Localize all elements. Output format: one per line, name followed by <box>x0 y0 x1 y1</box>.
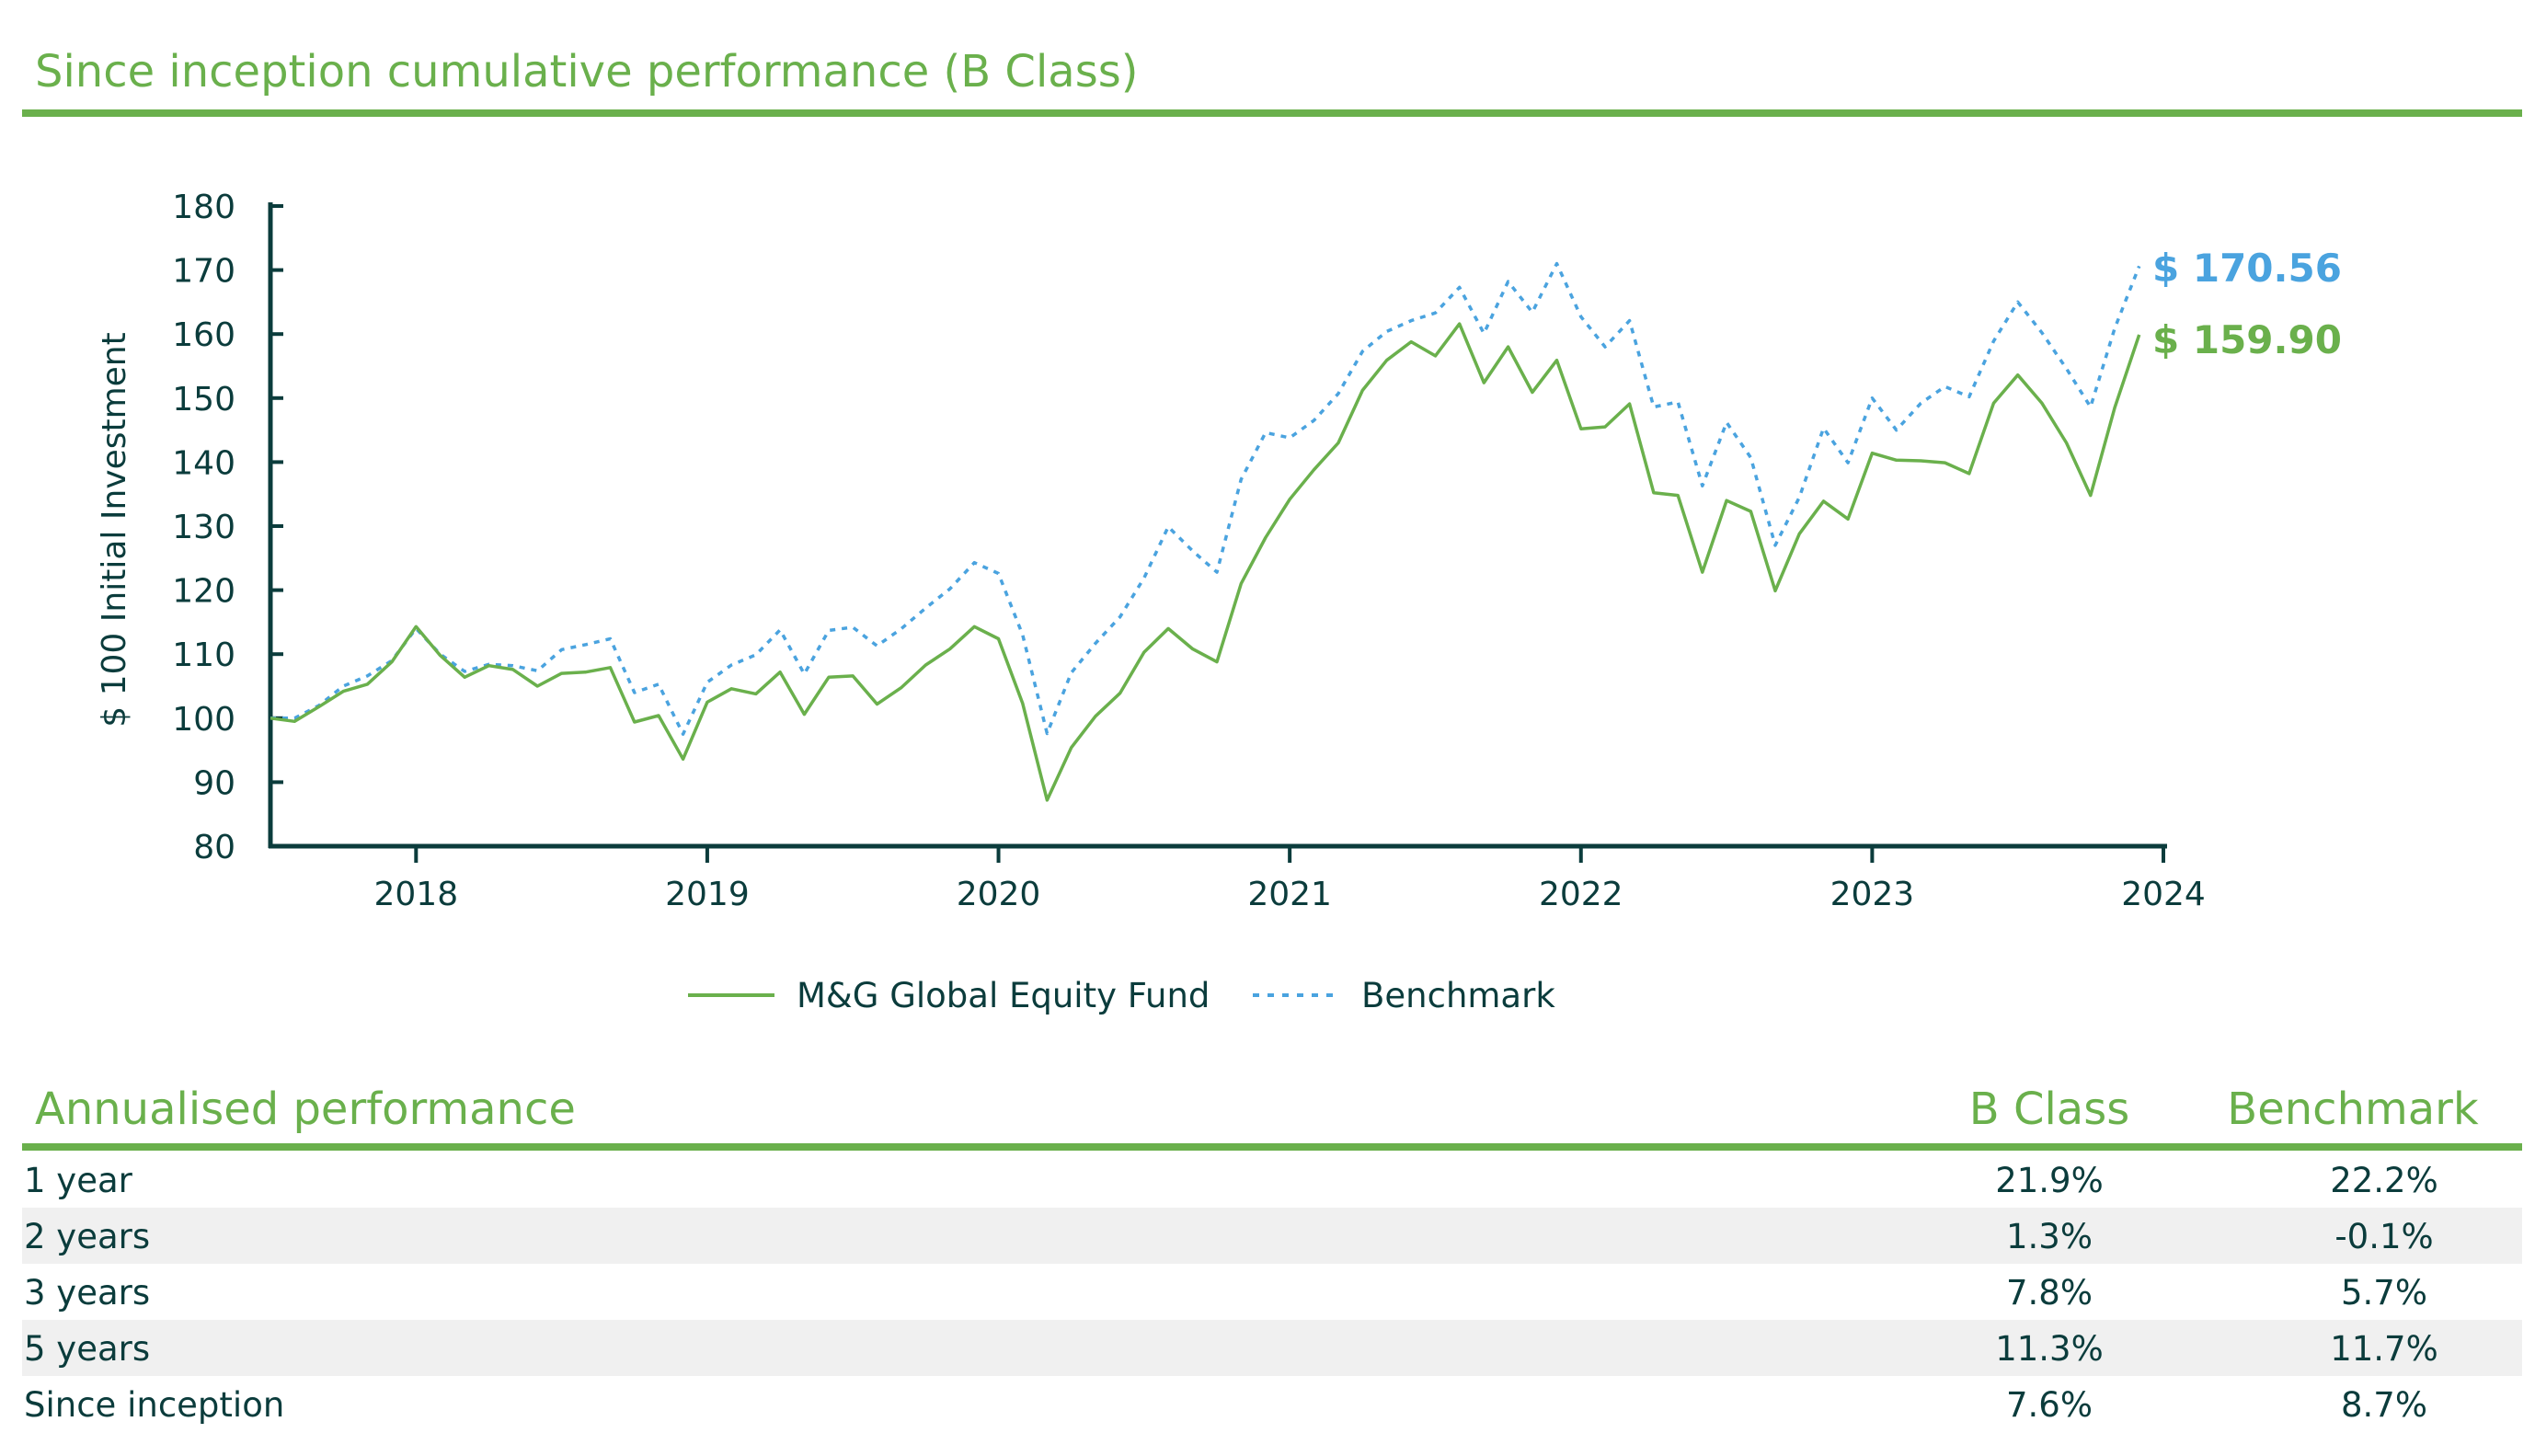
y-tick-label: 140 <box>172 444 235 482</box>
benchmark-series-line <box>270 261 2141 736</box>
benchmark-cell: -0.1% <box>2334 1217 2434 1256</box>
col-header-benchmark: Benchmark <box>2227 1083 2479 1135</box>
annualised-title: Annualised performance <box>35 1083 576 1135</box>
x-axis: 2018 2019 2020 2021 2022 2023 2024 <box>269 843 2206 913</box>
fund-series-line <box>270 322 2141 802</box>
legend: M&G Global Equity Fund Benchmark <box>688 976 1555 1015</box>
x-tick-label: 2021 <box>1247 876 1332 913</box>
fund-end-label: $ 159.90 <box>2152 317 2342 362</box>
y-axis: 80 90 100 110 120 130 140 150 160 170 180 <box>172 189 283 866</box>
x-tick-label: 2022 <box>1539 876 1623 913</box>
annualised-table: 1 year 21.9% 22.2% 2 years 1.3% -0.1% 3 … <box>22 1152 2522 1432</box>
performance-chart: 80 90 100 110 120 130 140 150 160 170 180 2018 2019… <box>96 189 2342 1015</box>
b-class-cell: 7.6% <box>2006 1385 2093 1425</box>
period-cell: 2 years <box>24 1217 151 1256</box>
x-tick-label: 2018 <box>373 876 458 913</box>
period-cell: 1 year <box>24 1161 132 1200</box>
b-class-cell: 1.3% <box>2006 1217 2093 1256</box>
table-rule <box>22 1143 2522 1151</box>
benchmark-cell: 11.7% <box>2330 1329 2438 1369</box>
y-tick-label: 130 <box>172 509 235 546</box>
y-tick-label: 170 <box>172 253 235 291</box>
y-tick-label: 110 <box>172 636 235 674</box>
x-tick-label: 2023 <box>1830 876 1915 913</box>
benchmark-end-label: $ 170.56 <box>2152 246 2342 291</box>
y-tick-label: 120 <box>172 573 235 611</box>
b-class-cell: 21.9% <box>1995 1161 2104 1200</box>
col-header-b-class: B Class <box>1968 1083 2130 1135</box>
chart-section-title: Since inception cumulative performance (… <box>35 46 1139 97</box>
period-cell: 5 years <box>24 1329 151 1369</box>
benchmark-cell: 8.7% <box>2341 1385 2427 1425</box>
y-axis-title: $ 100 Initial Investment <box>96 332 133 727</box>
b-class-cell: 11.3% <box>1995 1329 2104 1369</box>
x-tick-label: 2024 <box>2121 876 2206 913</box>
y-tick-label: 90 <box>193 764 235 802</box>
title-rule <box>22 109 2522 117</box>
y-tick-label: 150 <box>172 381 235 418</box>
period-cell: Since inception <box>24 1385 285 1425</box>
table-row: Since inception 7.6% 8.7% <box>22 1376 2522 1432</box>
period-cell: 3 years <box>24 1273 151 1313</box>
benchmark-cell: 5.7% <box>2341 1273 2427 1313</box>
legend-fund-label: M&G Global Equity Fund <box>797 976 1210 1015</box>
y-tick-label: 80 <box>193 829 235 866</box>
b-class-cell: 7.8% <box>2006 1273 2093 1313</box>
y-tick-label: 160 <box>172 316 235 354</box>
benchmark-cell: 22.2% <box>2330 1161 2438 1200</box>
x-tick-label: 2020 <box>957 876 1041 913</box>
table-row: 1 year 21.9% 22.2% <box>22 1152 2522 1208</box>
table-row: 2 years 1.3% -0.1% <box>22 1208 2522 1264</box>
table-row: 3 years 7.8% 5.7% <box>22 1264 2522 1320</box>
table-row: 5 years 11.3% 11.7% <box>22 1320 2522 1376</box>
series-layer <box>270 261 2141 802</box>
y-tick-label: 100 <box>172 701 235 739</box>
y-tick-label: 180 <box>172 189 235 226</box>
legend-benchmark-label: Benchmark <box>1361 976 1555 1015</box>
x-tick-label: 2019 <box>665 876 750 913</box>
